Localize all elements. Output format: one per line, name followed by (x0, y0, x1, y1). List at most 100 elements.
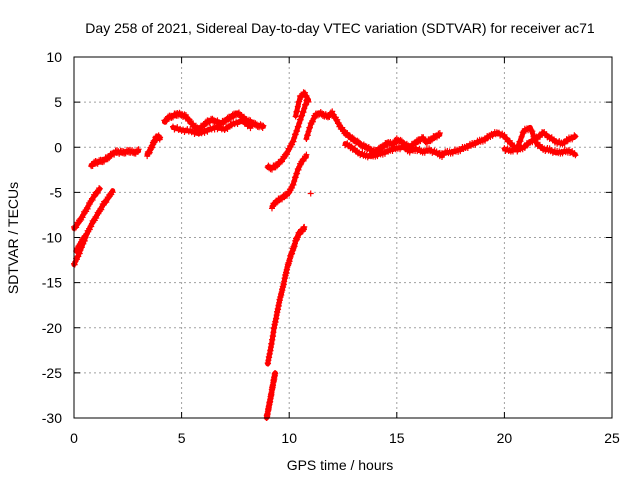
y-tick-label: 10 (46, 49, 62, 65)
data-point (109, 189, 116, 196)
x-tick-label: 15 (389, 430, 405, 446)
series-arc-7b (263, 369, 279, 421)
data-point (294, 128, 301, 135)
data-point (519, 129, 526, 136)
data-point (513, 146, 520, 153)
data-point (303, 151, 310, 158)
data-point (292, 113, 299, 120)
data-point (303, 136, 310, 143)
data-point (294, 103, 301, 110)
chart-title: Day 258 of 2021, Sidereal Day-to-day VTE… (85, 20, 595, 36)
data-point (228, 122, 235, 129)
series-arc-7 (264, 223, 308, 367)
data-point (134, 148, 141, 155)
data-point (81, 232, 88, 239)
axis-ticks (73, 56, 613, 419)
x-axis-label: GPS time / hours (287, 457, 394, 473)
data-point (572, 133, 579, 140)
data-point (289, 141, 296, 148)
y-tick-label: -25 (42, 365, 62, 381)
series-arc-8 (303, 108, 443, 156)
data-point (329, 108, 336, 115)
data-point (307, 124, 314, 131)
data-point (98, 206, 105, 213)
data-point (335, 119, 342, 126)
data-point (310, 115, 317, 122)
x-tick-label: 5 (178, 430, 186, 446)
data-point (571, 132, 578, 139)
data-point (73, 256, 80, 263)
data-point (307, 190, 314, 197)
data-point (247, 125, 254, 132)
data-point (518, 133, 525, 140)
data-point (304, 132, 311, 139)
data-point (299, 112, 306, 119)
y-tick-label: -30 (42, 410, 62, 426)
data-point (304, 96, 311, 103)
data-point (135, 146, 142, 153)
data-point (81, 236, 88, 243)
data-point (290, 138, 297, 145)
data-point (71, 261, 78, 268)
grid (74, 57, 612, 418)
data-point (302, 102, 309, 109)
data-point (305, 128, 312, 135)
series-arc-6b (307, 190, 314, 197)
y-tick-labels: -30 -25 -20 -15 -10 -5 0 5 10 (42, 49, 62, 426)
series-arc-5 (264, 97, 310, 173)
data-point (296, 120, 303, 127)
data-point (79, 214, 86, 221)
data-point (284, 151, 291, 158)
data-point (96, 185, 103, 192)
data-point (517, 138, 524, 145)
data-point (531, 134, 538, 141)
data-point (301, 89, 308, 96)
data-point (77, 241, 84, 248)
y-tick-label: -5 (50, 184, 63, 200)
series-arc-5b (292, 89, 312, 120)
data-point (309, 118, 316, 125)
data-point (157, 134, 164, 141)
data-point (292, 174, 299, 181)
series-arc-8b (342, 140, 445, 161)
data-point (295, 166, 302, 173)
data-point (294, 108, 301, 115)
data-point (96, 185, 103, 192)
data-point (289, 184, 296, 191)
data-point (291, 134, 298, 141)
data-point (292, 131, 299, 138)
y-tick-label: 0 (54, 139, 62, 155)
data-point (530, 133, 537, 140)
series-arc-6 (268, 151, 310, 212)
series-arc-9b (501, 124, 579, 159)
data-point (528, 127, 535, 134)
data-point (572, 152, 579, 159)
data-point (84, 205, 91, 212)
data-point (297, 161, 304, 168)
x-tick-label: 10 (281, 430, 297, 446)
x-tick-label: 20 (497, 430, 513, 446)
data-point (503, 135, 510, 142)
data-point (305, 98, 312, 105)
data-point (296, 98, 303, 105)
data-point (240, 117, 247, 124)
x-tick-labels: 0 5 10 15 20 25 (70, 430, 620, 446)
y-tick-label: 5 (54, 94, 62, 110)
data-point (436, 132, 443, 139)
data-point (260, 122, 267, 129)
data-point (294, 170, 301, 177)
series-arc-1c (73, 232, 88, 255)
data-point (515, 143, 522, 150)
data-point (300, 109, 307, 116)
series-arc-2 (88, 146, 142, 170)
data-point (291, 178, 298, 185)
x-tick-label: 0 (70, 430, 78, 446)
data-point (290, 181, 297, 188)
data-point (501, 131, 508, 138)
data-point (76, 250, 83, 257)
series-arc-4 (161, 109, 267, 134)
data-point (272, 370, 279, 377)
data-point (297, 116, 304, 123)
data-point (293, 108, 300, 115)
y-axis-label: SDTVAR / TECUs (5, 182, 21, 294)
